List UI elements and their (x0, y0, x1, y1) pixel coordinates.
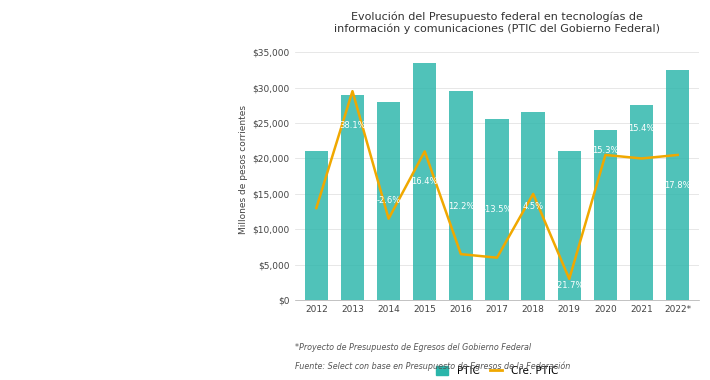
Text: 16.4%: 16.4% (412, 177, 438, 186)
Bar (521, 112, 545, 300)
Bar (449, 91, 473, 300)
Text: -2.6%: -2.6% (376, 196, 400, 206)
Bar (341, 95, 364, 300)
Bar (666, 70, 689, 300)
Text: -13.5%: -13.5% (482, 205, 512, 214)
Bar (413, 63, 437, 300)
Legend: PTIC, Cre. PTIC: PTIC, Cre. PTIC (432, 363, 562, 379)
Bar (557, 151, 581, 300)
Text: *Proyecto de Presupuesto de Egresos del Gobierno Federal: *Proyecto de Presupuesto de Egresos del … (295, 343, 531, 352)
Text: -21.7%: -21.7% (555, 281, 584, 290)
Bar (377, 102, 400, 300)
Text: 4.5%: 4.5% (523, 202, 544, 211)
Text: 12.2%: 12.2% (448, 202, 474, 211)
Text: 38.1%: 38.1% (339, 121, 366, 130)
Text: Evolución del Presupuesto federal en tecnologías de
información y comunicaciones: Evolución del Presupuesto federal en tec… (334, 11, 660, 34)
Text: Fuente: Select con base en Presupuesto de Egresos de la Federación: Fuente: Select con base en Presupuesto d… (295, 361, 570, 370)
Bar (594, 130, 617, 300)
Bar (305, 151, 328, 300)
Y-axis label: Millones de pesos corrientes: Millones de pesos corrientes (239, 105, 248, 234)
Bar (485, 119, 509, 300)
Bar (630, 105, 653, 300)
Text: 15.3%: 15.3% (592, 146, 618, 155)
Text: 17.8%: 17.8% (665, 180, 691, 190)
Text: 15.4%: 15.4% (628, 124, 655, 133)
